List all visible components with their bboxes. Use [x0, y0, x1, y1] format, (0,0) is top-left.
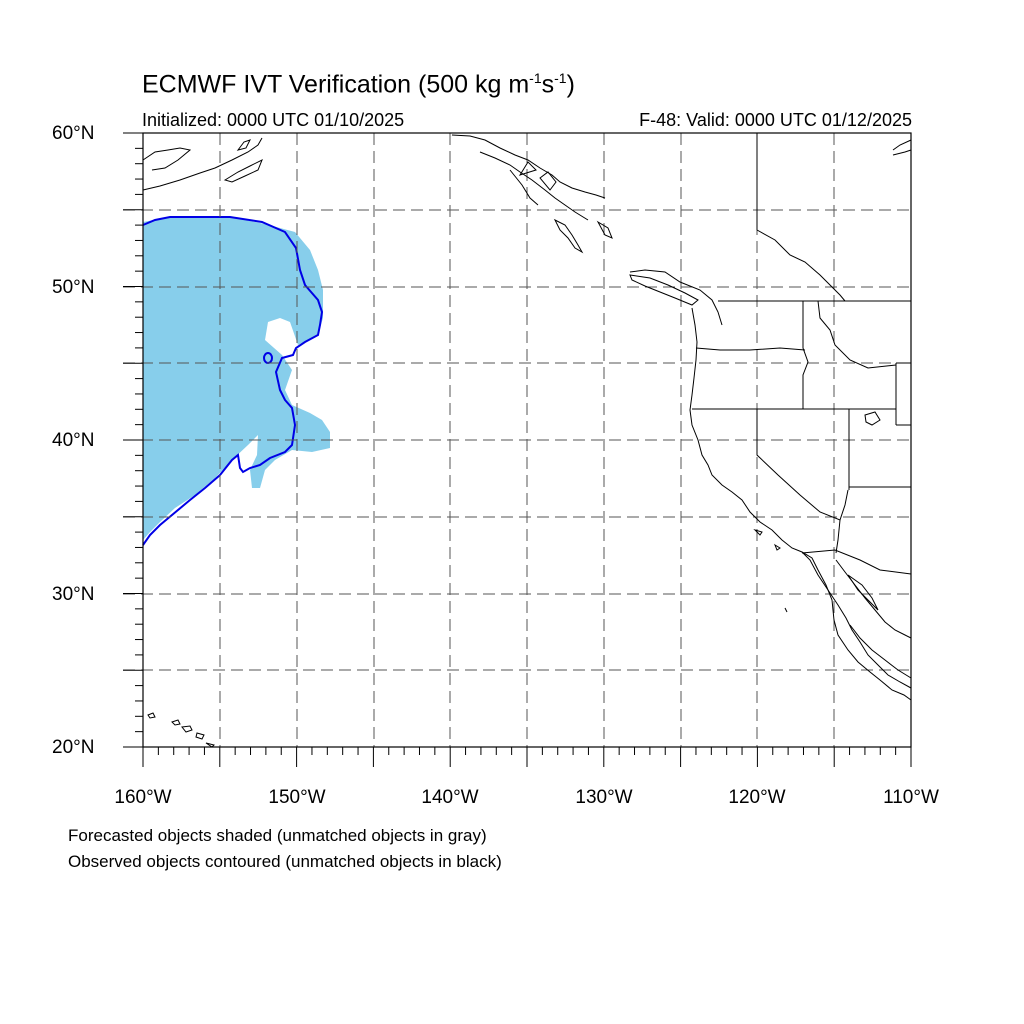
title-main: ECMWF IVT Verification (500 kg m: [142, 70, 530, 99]
title-end: ): [566, 70, 575, 99]
lon-label-160w: 160°W: [114, 787, 172, 808]
political-borders: [692, 133, 912, 575]
lon-label-140w: 140°W: [421, 787, 479, 808]
lat-label-60: 60°N: [52, 123, 95, 144]
lat-label-30: 30°N: [52, 584, 95, 605]
lon-label-130w: 130°W: [575, 787, 633, 808]
lat-label-50: 50°N: [52, 277, 95, 298]
valid-label: F-48: Valid: 0000 UTC 01/12/2025: [639, 110, 912, 130]
forecast-object-fill: [143, 217, 330, 540]
observed-note: Observed objects contoured (unmatched ob…: [68, 852, 502, 871]
axis-ticks: [123, 132, 912, 767]
lat-label-20: 20°N: [52, 737, 95, 758]
forecast-note: Forecasted objects shaded (unmatched obj…: [68, 826, 487, 845]
title-exponent-2: -1: [554, 70, 567, 86]
title-exponent-1: -1: [529, 70, 542, 86]
lon-label-120w: 120°W: [728, 787, 786, 808]
chart-title: ECMWF IVT Verification (500 kg m-1s-1): [142, 70, 575, 99]
grid-lines: [123, 133, 911, 747]
initialized-label: Initialized: 0000 UTC 01/10/2025: [142, 110, 405, 130]
title-mid: s: [541, 70, 555, 99]
lon-label-150w: 150°W: [268, 787, 326, 808]
coastlines: [142, 134, 912, 748]
lat-label-40: 40°N: [52, 430, 95, 451]
lon-label-110w: 110°W: [883, 787, 939, 808]
